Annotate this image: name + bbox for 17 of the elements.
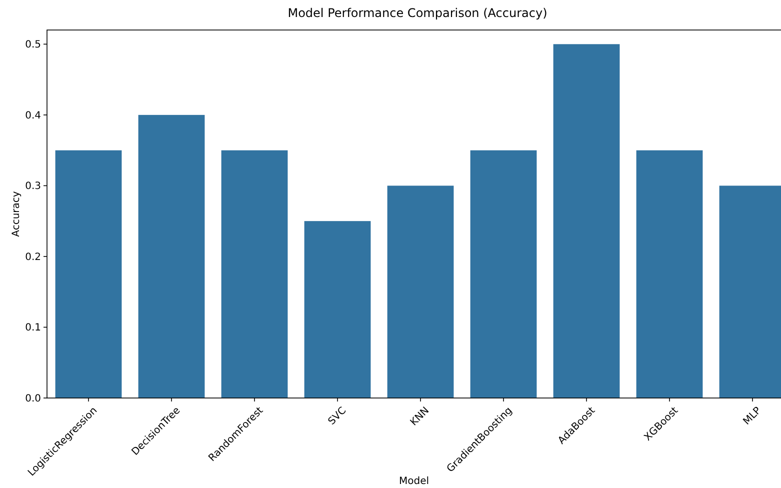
bar <box>221 150 288 398</box>
y-tick-label: 0.3 <box>25 181 41 192</box>
y-tick-label: 0.5 <box>25 40 41 51</box>
y-tick-label: 0.2 <box>25 252 41 263</box>
chart-title: Model Performance Comparison (Accuracy) <box>288 6 548 20</box>
bar <box>138 114 205 398</box>
bar <box>470 150 537 398</box>
y-tick-label: 0.0 <box>25 394 41 404</box>
bar <box>304 221 371 398</box>
y-axis-title: Accuracy <box>11 191 22 237</box>
bar <box>387 186 454 398</box>
bar <box>636 150 703 398</box>
bar <box>553 44 620 398</box>
y-tick-label: 0.4 <box>25 110 41 122</box>
bar <box>55 150 122 398</box>
x-axis-title: Model <box>398 476 430 487</box>
y-tick-label: 0.1 <box>25 322 41 334</box>
